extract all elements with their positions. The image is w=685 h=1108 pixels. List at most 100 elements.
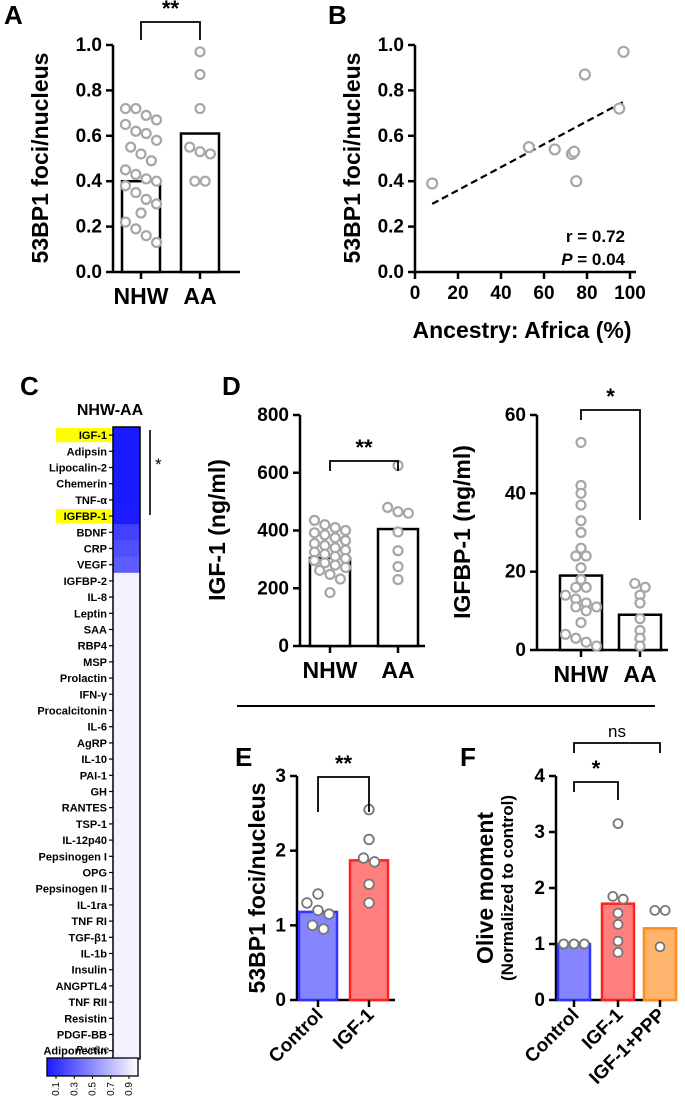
heatmap-cell (113, 572, 140, 590)
heatmap-cell (113, 605, 140, 622)
bar-nhw (120, 179, 162, 274)
data-point (617, 893, 629, 905)
row-label: Prolactin (60, 673, 107, 685)
p-value-text: = 0.04 (573, 250, 626, 269)
panel-label-d: D (222, 371, 241, 401)
panel-b-xlabel: Ancestry: Africa (%) (413, 317, 632, 343)
data-point (119, 164, 132, 176)
data-point (570, 601, 582, 613)
panel-a-bracket (140, 21, 201, 40)
heatmap-cell (113, 718, 140, 736)
colorbar-tick-label: 0.1 (51, 1082, 62, 1096)
data-point (199, 175, 211, 187)
data-point (363, 833, 375, 846)
heatmap-cell (113, 913, 140, 930)
data-point (130, 186, 142, 199)
data-point (194, 146, 206, 158)
heatmap-cell (113, 977, 140, 995)
y-tick-label: 0.2 (378, 217, 404, 238)
colorbar-tick-label: 0.9 (124, 1082, 135, 1096)
y-tick-label: 0 (534, 990, 545, 1011)
y-tick-label: 0.4 (378, 171, 405, 192)
data-point (323, 908, 335, 920)
y-tick-label: 3 (275, 766, 286, 787)
y-tick-label: 0.0 (76, 262, 102, 283)
row-label: CRP (84, 544, 107, 556)
scatter-point (578, 68, 591, 81)
row-label: ANGPTL4 (56, 981, 108, 993)
data-point (382, 501, 394, 513)
x-tick-label: Control (521, 1005, 584, 1068)
data-point (119, 216, 132, 228)
data-point (612, 935, 624, 947)
row-label: IGFBP-1 (64, 511, 107, 523)
heatmap-cell (113, 864, 140, 882)
data-point (135, 148, 147, 160)
correlation-p: P = 0.04 (561, 250, 625, 269)
y-tick-label: 0.0 (378, 262, 404, 283)
data-point (150, 198, 163, 210)
x-tick-label: 0 (410, 283, 421, 304)
x-tick-label: NHW (114, 283, 169, 309)
data-point (312, 904, 324, 917)
data-point (324, 568, 336, 580)
row-label: IFN-γ (80, 689, 108, 701)
heatmap-cell (113, 1042, 140, 1060)
y-tick-label: 40 (505, 483, 526, 504)
data-point (639, 581, 651, 593)
data-point (194, 46, 206, 58)
y-tick-label: 1 (534, 934, 545, 955)
x-tick-label: NHW (303, 657, 358, 683)
data-point (119, 102, 132, 115)
heatmap-cell (113, 994, 140, 1011)
heatmap-cell (113, 491, 140, 509)
data-point (184, 141, 196, 153)
data-point (607, 891, 619, 902)
row-label: Procalcitonin (37, 706, 107, 718)
data-point (339, 561, 352, 574)
data-point (590, 640, 603, 652)
p-italic: P (561, 250, 573, 269)
row-label: AgRP (77, 738, 107, 750)
y-tick-label: 20 (505, 562, 526, 583)
data-point (612, 947, 624, 958)
data-point (130, 223, 142, 235)
colorbar-title-rest: value (82, 1045, 109, 1056)
x-tick-label: 60 (533, 283, 554, 304)
x-tick-label: Control (265, 1005, 328, 1068)
data-point (612, 907, 624, 919)
heatmap-cell (113, 621, 140, 639)
x-tick-label: 80 (576, 283, 597, 304)
data-point (392, 506, 404, 518)
data-point (580, 581, 592, 593)
row-label: IL-12p40 (62, 835, 107, 847)
row-label: TGF-β1 (69, 932, 108, 944)
colorbar (46, 1057, 139, 1077)
row-label: TNF RII (69, 997, 108, 1009)
heatmap-cell (113, 459, 140, 477)
y-tick-label: 0 (515, 640, 526, 661)
heatmap-cell (113, 589, 140, 606)
y-tick-label: 0.8 (378, 80, 404, 101)
heatmap-cell (113, 702, 140, 720)
data-point (339, 535, 352, 547)
y-tick-label: 0.6 (378, 126, 404, 147)
data-point (125, 141, 137, 153)
data-point (629, 577, 641, 590)
heatmap-cell (113, 832, 140, 849)
data-point (634, 597, 646, 609)
data-point (392, 560, 404, 573)
data-point (317, 923, 330, 935)
heatmap-cell (113, 686, 140, 703)
y-tick-label: 2 (534, 878, 545, 899)
y-tick-label: 2 (275, 841, 286, 862)
panel-d1-ylabel: IGF-1 (ng/ml) (204, 459, 230, 601)
colorbar-tick-label: 0.5 (88, 1082, 99, 1096)
bar-control (556, 942, 592, 1002)
heatmap-cell (113, 929, 140, 946)
row-label: BDNF (76, 527, 107, 539)
panel-label-e: E (235, 742, 252, 772)
data-point (204, 148, 216, 160)
data-point (119, 180, 132, 192)
heatmap-cell (113, 475, 140, 493)
